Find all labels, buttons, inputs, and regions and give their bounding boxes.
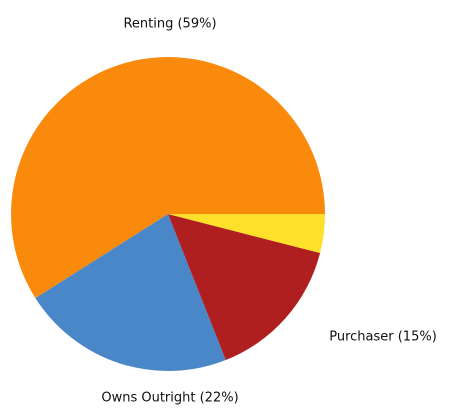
slice-label: Purchaser (15%) — [329, 330, 437, 345]
pie-slice — [35, 214, 226, 371]
pie-slice — [168, 214, 325, 254]
slice-label: Renting (59%) — [123, 17, 216, 32]
pie-slice — [11, 57, 326, 299]
slice-label: Owns Outright (22%) — [101, 391, 238, 406]
pie-slice — [168, 214, 321, 360]
